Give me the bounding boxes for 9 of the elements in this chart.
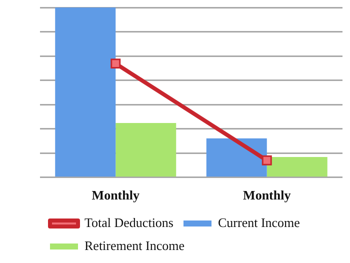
bar <box>206 138 267 177</box>
bar <box>55 8 116 177</box>
legend-label: Current Income <box>218 214 300 230</box>
bar <box>266 157 328 177</box>
legend-label: Retirement Income <box>84 238 185 253</box>
x-tick-label: Monthly <box>92 188 140 203</box>
legend-label: Total Deductions <box>84 214 174 230</box>
x-tick-label: Monthly <box>243 188 292 203</box>
bar <box>116 123 176 177</box>
